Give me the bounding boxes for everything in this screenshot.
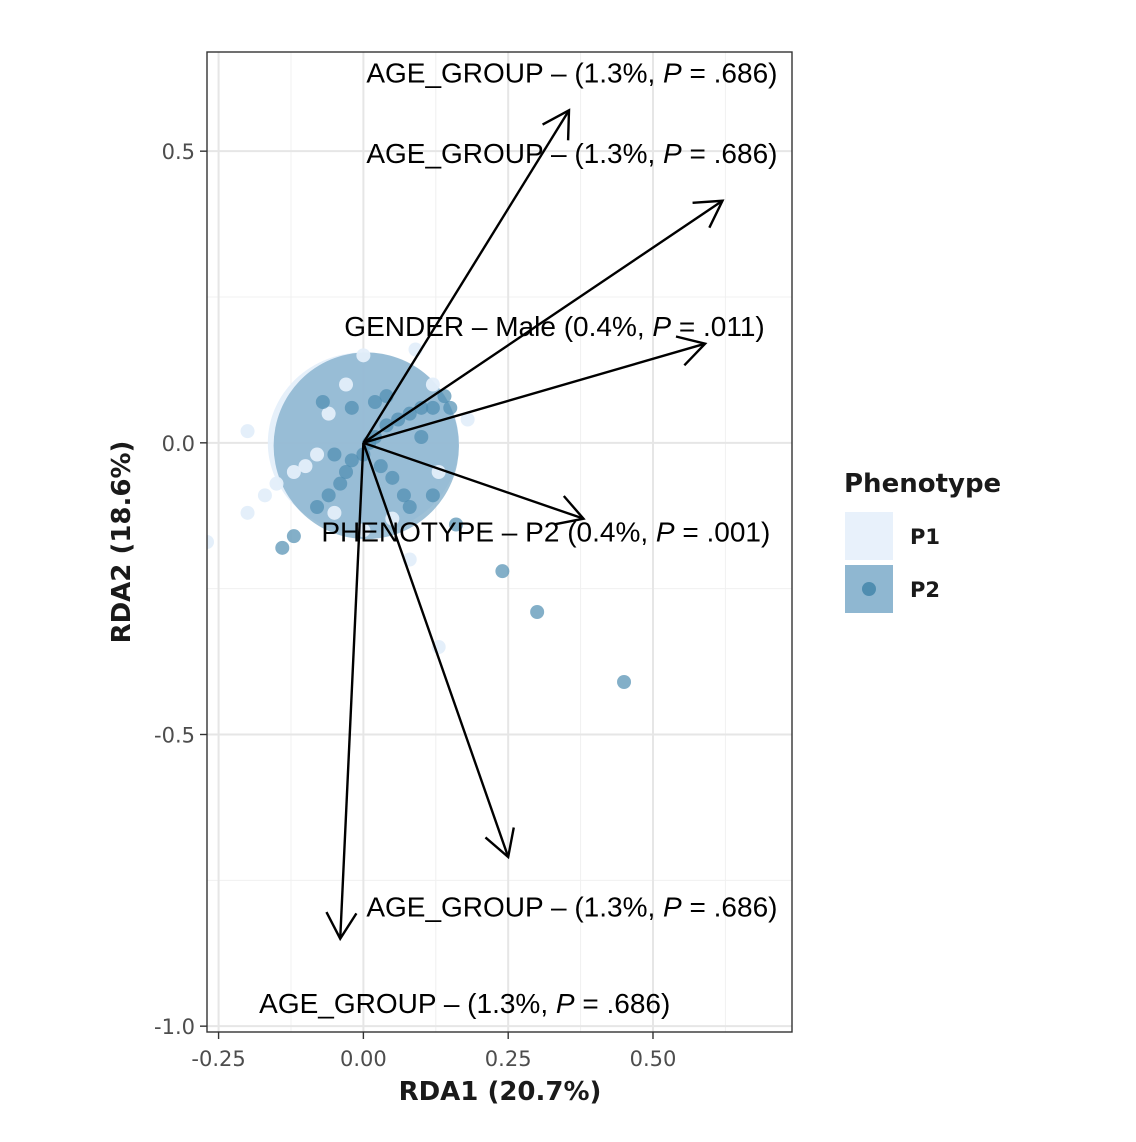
arrow-shaft	[362, 199, 724, 444]
x-tick-label: -0.25	[191, 1047, 245, 1071]
point-p2	[286, 529, 301, 544]
arrow-shaft	[362, 109, 571, 444]
y-tick-label: -1.0	[154, 1015, 195, 1039]
point-p2	[367, 395, 382, 409]
point-p1	[321, 406, 336, 421]
point-p1	[425, 377, 440, 392]
point-p2	[402, 500, 417, 514]
panel-border	[206, 51, 793, 1033]
point-p2	[617, 675, 632, 689]
point-p1	[310, 447, 325, 462]
arrow-head	[484, 827, 515, 860]
arrow-shaft	[339, 442, 365, 939]
legend-key-p1-point	[862, 529, 876, 543]
point-p2	[344, 453, 359, 468]
y-axis-title: RDA2 (18.6%)	[107, 441, 137, 644]
point-p2	[315, 395, 330, 409]
arrow-labels: AGE_GROUP – (1.3%, P = .686) AGE_GROUP – …	[259, 57, 777, 1018]
x-axis-title: RDA1 (20.7%)	[399, 1077, 602, 1107]
arrow-label: PHENOTYPE – P2 (0.4%, P = .001)	[321, 517, 770, 548]
legend-label-p1: P1	[910, 525, 940, 549]
point-p1	[240, 505, 255, 520]
point-p2	[449, 517, 464, 532]
legend-title: Phenotype	[844, 469, 1001, 499]
point-p1	[339, 377, 354, 392]
point-p1	[257, 488, 272, 503]
point-p1	[269, 476, 284, 491]
legend-key-p2-point	[862, 582, 876, 596]
y-axis-ticks: -1.0 -0.5 0.0 0.5	[154, 140, 207, 1039]
arrow-shaft	[362, 442, 510, 858]
point-p2	[530, 605, 545, 619]
point-p2	[327, 447, 342, 462]
arrow-head	[542, 108, 571, 141]
arrow-head	[692, 199, 725, 229]
arrow-label: AGE_GROUP – (1.3%, P = .686)	[366, 138, 777, 169]
biplot-arrows	[325, 108, 725, 942]
arrow-shaft	[363, 342, 706, 444]
legend-label-p2: P2	[910, 578, 940, 602]
point-p2	[425, 488, 440, 503]
point-p2	[310, 500, 325, 514]
plot-panel	[207, 52, 792, 1032]
arrow-label: AGE_GROUP – (1.3%, P = .686)	[366, 57, 777, 88]
point-p2	[425, 400, 440, 415]
point-p2	[333, 476, 348, 491]
point-p1	[298, 459, 313, 474]
point-p2	[414, 430, 429, 444]
point-p2	[443, 400, 458, 415]
point-p2	[414, 400, 429, 415]
arrow-head	[675, 335, 708, 367]
point-p2	[275, 540, 290, 555]
point-p2	[339, 465, 354, 479]
arrow-shaft	[362, 441, 584, 520]
x-tick-label: 0.50	[630, 1047, 677, 1071]
arrow-label: AGE_GROUP – (1.3%, P = .686)	[366, 892, 777, 923]
point-p1	[356, 348, 371, 363]
point-p1	[460, 412, 475, 427]
arrow-label: GENDER – Male (0.4%, P = .011)	[344, 311, 764, 342]
point-p2	[385, 470, 400, 485]
legend: Phenotype P1 P2	[844, 469, 1001, 613]
x-tick-label: 0.25	[485, 1047, 532, 1071]
arrow-head	[553, 495, 586, 526]
point-p2	[321, 488, 336, 503]
y-tick-label: 0.0	[162, 432, 195, 456]
y-tick-label: -0.5	[154, 724, 195, 748]
arrow-label: AGE_GROUP – (1.3%, P = .686)	[259, 988, 670, 1019]
point-p1	[286, 465, 301, 479]
x-tick-label: 0.00	[340, 1047, 387, 1071]
point-p1	[207, 535, 214, 549]
point-p2	[373, 459, 388, 474]
y-tick-label: 0.5	[162, 140, 195, 164]
x-axis-ticks: -0.25 0.00 0.25 0.50	[191, 1032, 676, 1071]
grid-lines	[207, 52, 792, 1032]
point-p1	[240, 424, 255, 439]
point-p2	[495, 564, 510, 579]
point-p2	[437, 389, 452, 404]
point-p2	[396, 488, 411, 503]
point-p1	[327, 505, 342, 520]
point-p2	[344, 400, 359, 415]
arrow-head	[325, 911, 358, 942]
